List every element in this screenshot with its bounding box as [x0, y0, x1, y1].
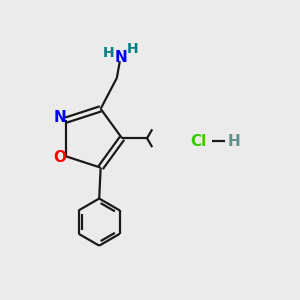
Text: O: O [53, 150, 66, 165]
Text: N: N [115, 50, 128, 65]
Text: Cl: Cl [190, 134, 207, 149]
Text: H: H [103, 46, 114, 60]
Text: H: H [126, 42, 138, 56]
Text: H: H [227, 134, 240, 149]
Text: N: N [53, 110, 66, 124]
